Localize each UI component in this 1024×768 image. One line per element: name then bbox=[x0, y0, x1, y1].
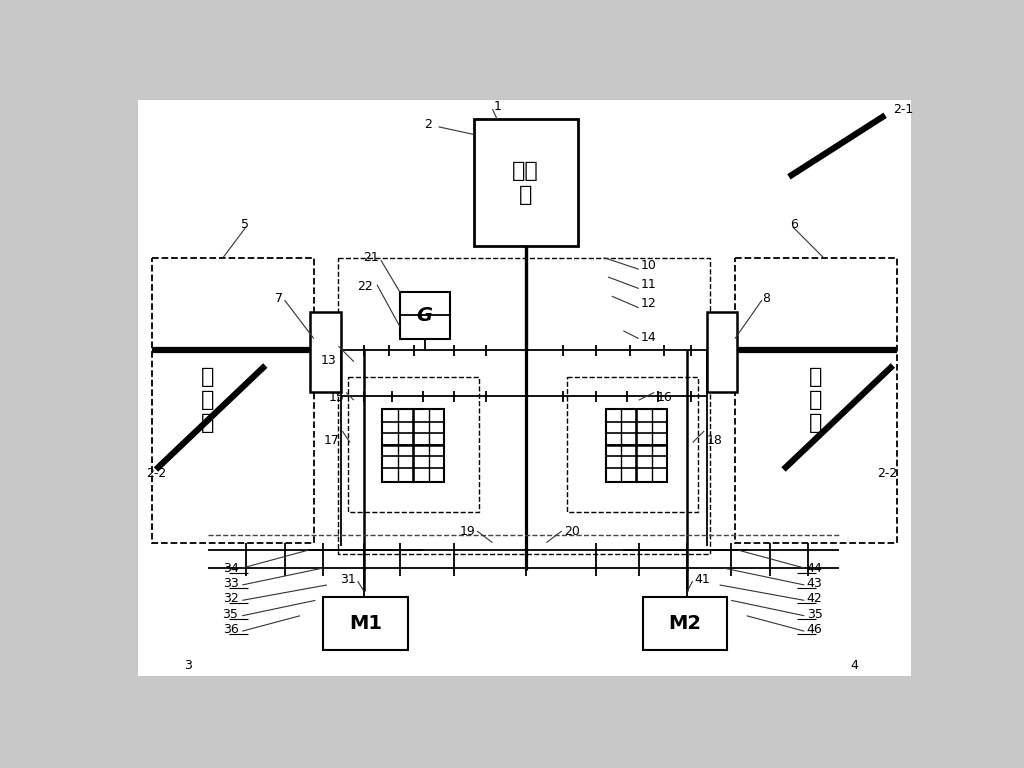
Text: 12: 12 bbox=[641, 297, 656, 310]
Text: 1: 1 bbox=[494, 100, 502, 113]
Text: 4: 4 bbox=[850, 659, 858, 672]
Text: 36: 36 bbox=[222, 623, 239, 636]
Text: 35: 35 bbox=[807, 607, 822, 621]
Text: 32: 32 bbox=[222, 592, 239, 605]
Bar bbox=[474, 119, 578, 247]
Text: 35: 35 bbox=[222, 607, 239, 621]
Bar bbox=[643, 597, 727, 650]
Text: 7: 7 bbox=[275, 292, 283, 305]
Bar bbox=[605, 409, 668, 482]
Text: 11: 11 bbox=[641, 278, 656, 291]
Bar bbox=[348, 377, 478, 511]
Text: 6: 6 bbox=[791, 218, 799, 231]
Text: 3: 3 bbox=[184, 659, 193, 672]
Text: 15: 15 bbox=[329, 392, 345, 404]
Text: 右
车
轮: 右 车 轮 bbox=[809, 367, 822, 433]
Text: 左
车
轮: 左 车 轮 bbox=[201, 367, 214, 433]
Bar bbox=[400, 293, 451, 339]
Text: 44: 44 bbox=[807, 561, 822, 574]
Text: 2-1: 2-1 bbox=[893, 103, 913, 116]
Text: 发动
机: 发动 机 bbox=[512, 161, 539, 204]
Bar bbox=[707, 312, 737, 392]
Text: 46: 46 bbox=[807, 623, 822, 636]
Text: 19: 19 bbox=[460, 525, 475, 538]
Text: 33: 33 bbox=[222, 577, 239, 590]
Text: 31: 31 bbox=[340, 573, 355, 586]
Text: 21: 21 bbox=[362, 251, 379, 264]
Text: G: G bbox=[417, 306, 433, 325]
Bar bbox=[339, 258, 711, 554]
Text: 8: 8 bbox=[762, 292, 770, 305]
Text: M2: M2 bbox=[669, 614, 701, 633]
Text: 13: 13 bbox=[322, 353, 337, 366]
Text: 5: 5 bbox=[241, 218, 249, 231]
Text: 22: 22 bbox=[357, 280, 373, 293]
Bar bbox=[310, 312, 341, 392]
Bar bbox=[735, 258, 897, 543]
Text: 41: 41 bbox=[694, 573, 710, 586]
Text: 2-2: 2-2 bbox=[878, 467, 897, 480]
Bar bbox=[382, 409, 444, 482]
Text: 10: 10 bbox=[641, 259, 657, 272]
Bar bbox=[323, 597, 408, 650]
Text: 20: 20 bbox=[564, 525, 580, 538]
Text: 43: 43 bbox=[807, 577, 822, 590]
Bar bbox=[567, 377, 698, 511]
Text: 17: 17 bbox=[325, 435, 340, 448]
Text: 2-2: 2-2 bbox=[146, 467, 166, 480]
Text: 16: 16 bbox=[656, 392, 672, 404]
Text: 18: 18 bbox=[707, 435, 722, 448]
Text: 2: 2 bbox=[425, 118, 432, 131]
Bar bbox=[153, 258, 313, 543]
Text: 14: 14 bbox=[641, 330, 656, 343]
Text: 34: 34 bbox=[222, 561, 239, 574]
Text: M1: M1 bbox=[349, 614, 382, 633]
Text: 42: 42 bbox=[807, 592, 822, 605]
